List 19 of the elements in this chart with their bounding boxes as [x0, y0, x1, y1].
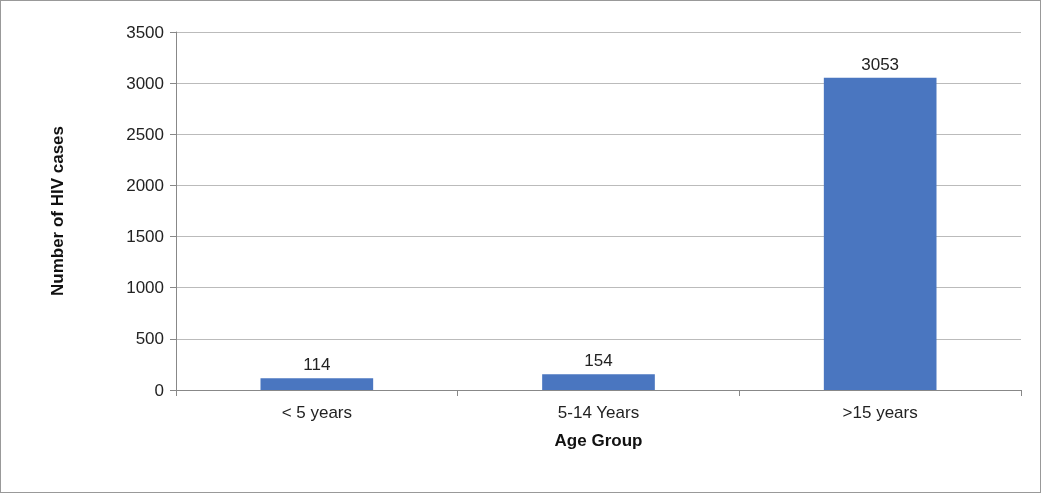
data-label: 3053 — [861, 54, 900, 74]
bar — [823, 77, 937, 390]
y-tick-label: 3000 — [126, 73, 164, 93]
y-tick-label: 3500 — [126, 22, 164, 42]
y-tick-label: 2500 — [126, 124, 164, 144]
y-tick-label: 1000 — [126, 278, 164, 298]
data-label: 114 — [303, 355, 331, 375]
y-tick-label: 1500 — [126, 227, 164, 247]
bar — [260, 378, 374, 390]
y-tick-label: 2000 — [126, 175, 164, 195]
x-axis-title: Age Group — [554, 431, 643, 450]
data-label: 154 — [584, 351, 613, 371]
y-tick-label: 500 — [135, 329, 164, 349]
x-tick-label: < 5 years — [281, 403, 353, 422]
x-tick-label: >15 years — [842, 403, 918, 422]
bar — [542, 374, 655, 390]
y-axis-title: Number of HIV cases — [48, 125, 67, 297]
y-tick-label: 0 — [154, 380, 164, 400]
x-tick-label: 5-14 Years — [557, 403, 640, 422]
